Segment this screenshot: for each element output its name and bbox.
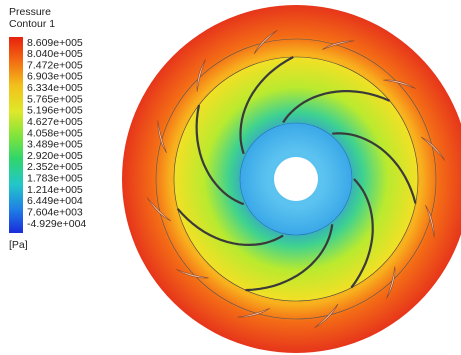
colorbar <box>9 37 23 233</box>
guide-vane <box>420 136 446 161</box>
guide-vane <box>253 29 278 55</box>
guide-vane <box>196 59 206 92</box>
legend-label: 8.609e+005 <box>27 37 83 49</box>
blade <box>282 90 391 124</box>
legend-label: 4.627e+005 <box>27 116 83 128</box>
vane-ring <box>155 38 437 320</box>
legend-label: 6.334e+005 <box>27 82 83 94</box>
legend-label: 7.604e+003 <box>27 206 83 218</box>
shaft-hole <box>274 157 318 201</box>
guide-vane <box>146 197 172 222</box>
legend-label: 5.196e+005 <box>27 105 83 117</box>
legend-label: 2.920e+005 <box>27 150 83 162</box>
guide-vane <box>386 266 396 299</box>
guide-vane <box>176 269 209 279</box>
legend-label: 4.058e+005 <box>27 127 83 139</box>
blade <box>245 224 334 292</box>
guide-vane <box>383 79 416 89</box>
legend-label: 5.765e+005 <box>27 93 83 105</box>
guide-vane <box>314 303 339 329</box>
blade <box>350 178 374 289</box>
pump-contour <box>122 5 461 353</box>
legend-title: Pressure <box>9 6 51 18</box>
legend-label: -4.929e+004 <box>27 218 86 230</box>
guide-vane <box>425 205 435 238</box>
legend-label: 7.472e+005 <box>27 59 83 71</box>
legend-subtitle: Contour 1 <box>9 18 55 30</box>
legend-label: 8.040e+005 <box>27 48 83 60</box>
blade <box>239 56 294 155</box>
legend-label: 1.214e+005 <box>27 184 83 196</box>
legend-label: 1.783e+005 <box>27 173 83 185</box>
guide-vane <box>322 40 355 50</box>
guide-vane <box>157 120 167 153</box>
blade <box>176 208 284 247</box>
blade <box>195 104 245 206</box>
legend-label: 6.449e+004 <box>27 195 83 207</box>
guide-vane <box>237 308 270 318</box>
legend-label: 2.352e+005 <box>27 161 83 173</box>
blade <box>332 132 417 204</box>
legend-label: 6.903e+005 <box>27 71 83 83</box>
legend-label: 3.489e+005 <box>27 139 83 151</box>
legend-unit: [Pa] <box>9 239 28 251</box>
